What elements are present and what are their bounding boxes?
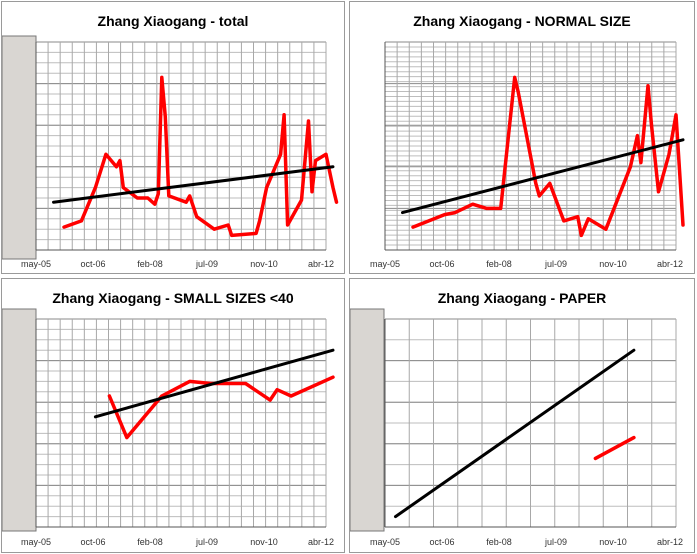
axis-label-box	[350, 308, 385, 532]
chart-normal-size: Zhang Xiaogang - NORMAL SIZE may-05 oct-06…	[370, 13, 685, 269]
trend-line	[401, 138, 685, 215]
chart-title: Zhang Xiaogang - SMALL SIZES <40	[52, 290, 293, 306]
x-tick-label: nov-10	[250, 537, 278, 547]
chart-panel-paper: Zhang Xiaogang - PAPER may-05 oct-06 feb-08…	[349, 278, 695, 553]
trend-line	[93, 348, 335, 419]
chart-total: Zhang Xiaogang - total may-05 oct-06 feb-08…	[2, 13, 339, 269]
chart-panel-small-sizes: Zhang Xiaogang - SMALL SIZES <40 may-05 oc…	[1, 278, 345, 553]
x-tick-label: abr-12	[308, 537, 334, 547]
x-tick-label: nov-10	[599, 259, 627, 269]
x-tick-label: nov-10	[599, 537, 627, 547]
x-tick-label: may-05	[21, 537, 51, 547]
x-tick-label: jul-09	[544, 537, 567, 547]
x-tick-label: oct-06	[80, 537, 105, 547]
x-tick-label: abr-12	[657, 259, 683, 269]
data-series-line	[411, 75, 685, 238]
x-tick-label: jul-09	[195, 537, 218, 547]
trend-line	[394, 348, 636, 519]
chart-panel-total: Zhang Xiaogang - total may-05 oct-06 feb-08…	[1, 1, 345, 274]
x-tick-label: oct-06	[80, 259, 105, 269]
axis-label-box	[2, 35, 37, 260]
x-tick-label: may-05	[370, 259, 400, 269]
x-tick-label: nov-10	[250, 259, 278, 269]
chart-title: Zhang Xiaogang - PAPER	[438, 290, 607, 306]
data-series-line	[107, 375, 335, 440]
data-series-line	[62, 75, 339, 238]
chart-title: Zhang Xiaogang - NORMAL SIZE	[413, 13, 631, 29]
data-series-line	[593, 435, 636, 461]
x-tick-label: oct-06	[429, 259, 454, 269]
axis-label-box	[2, 308, 37, 532]
x-tick-label: feb-08	[486, 537, 512, 547]
gridlines	[35, 41, 327, 251]
x-tick-label: may-05	[21, 259, 51, 269]
x-tick-label: jul-09	[195, 259, 218, 269]
chart-panel-normal-size: Zhang Xiaogang - NORMAL SIZE may-05 oct-06…	[349, 1, 695, 274]
x-tick-label: oct-06	[429, 537, 454, 547]
chart-small-sizes: Zhang Xiaogang - SMALL SIZES <40 may-05 oc…	[2, 290, 335, 547]
trend-line	[52, 165, 335, 204]
gridlines	[384, 41, 677, 251]
x-tick-label: abr-12	[308, 259, 334, 269]
chart-paper: Zhang Xiaogang - PAPER may-05 oct-06 feb-08…	[350, 290, 683, 547]
x-tick-label: feb-08	[137, 537, 163, 547]
x-tick-label: abr-12	[657, 537, 683, 547]
x-tick-label: may-05	[370, 537, 400, 547]
x-tick-label: feb-08	[486, 259, 512, 269]
gridlines	[35, 318, 327, 528]
chart-title: Zhang Xiaogang - total	[98, 13, 249, 29]
x-tick-label: jul-09	[544, 259, 567, 269]
x-tick-label: feb-08	[137, 259, 163, 269]
